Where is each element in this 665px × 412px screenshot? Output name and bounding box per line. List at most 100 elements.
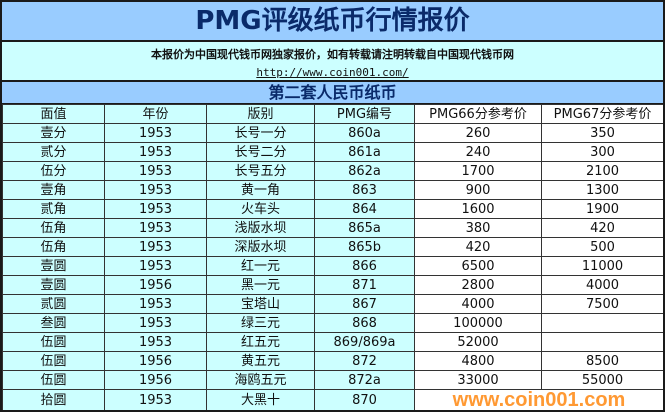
table-cell: 贰圆 <box>2 294 105 314</box>
table-row: 拾圆 1953 大黑十 870 www.coin001.com <box>2 389 663 411</box>
table-cell: 长号一分 <box>206 123 315 143</box>
table-cell: 420 <box>541 218 663 238</box>
table-cell: 1700 <box>414 161 542 181</box>
table-cell: 黄五元 <box>206 351 315 371</box>
column-header: PMG67分参考价 <box>541 104 663 124</box>
table-cell: 350 <box>541 123 663 143</box>
table-cell: 500 <box>541 237 663 257</box>
table-cell: 伍圆 <box>2 351 105 371</box>
price-table: 面值 年份 版别 PMG编号 PMG66分参考价 PMG67分参考价 壹分 1953 长号一分 8… <box>2 104 663 411</box>
table-cell: 870 <box>314 389 415 410</box>
table-cell: 伍角 <box>2 237 105 257</box>
column-header: 面值 <box>2 104 105 124</box>
table-cell <box>541 332 663 352</box>
table-cell: 865b <box>314 237 415 257</box>
column-header: 年份 <box>104 104 207 124</box>
table-cell: 火车头 <box>206 199 315 219</box>
table-cell: 52000 <box>414 332 542 352</box>
watermark: www.coin001.com <box>452 389 626 411</box>
table-cell: 贰角 <box>2 199 105 219</box>
table-cell: 33000 <box>414 370 542 390</box>
column-header: PMG编号 <box>314 104 415 124</box>
table-cell: 868 <box>314 313 415 333</box>
table-cell: 红五元 <box>206 332 315 352</box>
table-cell: 海鸥五元 <box>206 370 315 390</box>
table-cell: 1953 <box>104 142 207 162</box>
table-cell: www.coin001.com <box>414 389 663 411</box>
table-row: 伍分 1953 长号五分 862a 1700 2100 <box>2 161 663 181</box>
column-header: 版别 <box>206 104 315 124</box>
table-row: 叁圆 1953 绿三元 868 100000 <box>2 313 663 333</box>
table-cell: 260 <box>414 123 542 143</box>
table-row: 伍圆 1956 黄五元 872 4800 8500 <box>2 351 663 371</box>
table-row: 壹分 1953 长号一分 860a 260 350 <box>2 123 663 143</box>
table-cell: 100000 <box>414 313 542 333</box>
table-cell: 1900 <box>541 199 663 219</box>
table-cell: 863 <box>314 180 415 200</box>
table-cell: 深版水坝 <box>206 237 315 257</box>
notice-banner: 本报价为中国现代钱币网独家报价，如有转载请注明转载自中国现代钱币网 http:/… <box>2 42 663 82</box>
table-cell: 1953 <box>104 123 207 143</box>
table-cell: 1953 <box>104 313 207 333</box>
table-row: 壹圆 1953 红一元 866 6500 11000 <box>2 256 663 276</box>
table-cell: 大黑十 <box>206 389 315 410</box>
table-row: 贰分 1953 长号二分 861a 240 300 <box>2 142 663 162</box>
table-cell: 叁圆 <box>2 313 105 333</box>
table-cell: 869/869a <box>314 332 415 352</box>
table-cell: 1953 <box>104 161 207 181</box>
table-cell: 长号二分 <box>206 142 315 162</box>
table-cell: 4800 <box>414 351 542 371</box>
table-cell <box>541 313 663 333</box>
table-cell: 4000 <box>414 294 542 314</box>
table-row: 伍角 1953 深版水坝 865b 420 500 <box>2 237 663 257</box>
table-cell: 900 <box>414 180 542 200</box>
table-row: 伍圆 1956 海鸥五元 872a 33000 55000 <box>2 370 663 390</box>
table-cell: 贰分 <box>2 142 105 162</box>
table-cell: 黑一元 <box>206 275 315 295</box>
table-row: 伍角 1953 浅版水坝 865a 380 420 <box>2 218 663 238</box>
table-cell: 宝塔山 <box>206 294 315 314</box>
table-cell: 拾圆 <box>2 389 105 410</box>
table-cell: 7500 <box>541 294 663 314</box>
page-title: PMG评级纸币行情报价 <box>2 2 663 42</box>
table-cell: 300 <box>541 142 663 162</box>
table-cell: 867 <box>314 294 415 314</box>
table-cell: 伍圆 <box>2 332 105 352</box>
table-row: 贰角 1953 火车头 864 1600 1900 <box>2 199 663 219</box>
table-cell: 壹分 <box>2 123 105 143</box>
table-cell: 1956 <box>104 370 207 390</box>
table-cell: 8500 <box>541 351 663 371</box>
table-cell: 1953 <box>104 332 207 352</box>
table-cell: 55000 <box>541 370 663 390</box>
table-cell: 浅版水坝 <box>206 218 315 238</box>
table-cell: 865a <box>314 218 415 238</box>
table-cell: 2100 <box>541 161 663 181</box>
table-cell: 2800 <box>414 275 542 295</box>
table-cell: 1956 <box>104 275 207 295</box>
table-row: 贰圆 1953 宝塔山 867 4000 7500 <box>2 294 663 314</box>
table-cell: 240 <box>414 142 542 162</box>
table-cell: 1953 <box>104 389 207 410</box>
table-cell: 1953 <box>104 237 207 257</box>
table-cell: 1953 <box>104 294 207 314</box>
table-cell: 871 <box>314 275 415 295</box>
table-cell: 1953 <box>104 218 207 238</box>
header-row: 面值 年份 版别 PMG编号 PMG66分参考价 PMG67分参考价 <box>2 104 663 124</box>
table-cell: 绿三元 <box>206 313 315 333</box>
table-cell: 1600 <box>414 199 542 219</box>
table-cell: 420 <box>414 237 542 257</box>
table-cell: 壹角 <box>2 180 105 200</box>
table-cell: 866 <box>314 256 415 276</box>
table-cell: 4000 <box>541 275 663 295</box>
table-cell: 864 <box>314 199 415 219</box>
table-cell: 壹圆 <box>2 256 105 276</box>
site-link[interactable]: http://www.coin001.com/ <box>256 66 409 79</box>
table-cell: 长号五分 <box>206 161 315 181</box>
table-cell: 6500 <box>414 256 542 276</box>
section-title: 第二套人民币纸币 <box>2 82 663 104</box>
table-cell: 1300 <box>541 180 663 200</box>
column-header: PMG66分参考价 <box>414 104 542 124</box>
table-row: 壹角 1953 黄一角 863 900 1300 <box>2 180 663 200</box>
table-cell: 380 <box>414 218 542 238</box>
